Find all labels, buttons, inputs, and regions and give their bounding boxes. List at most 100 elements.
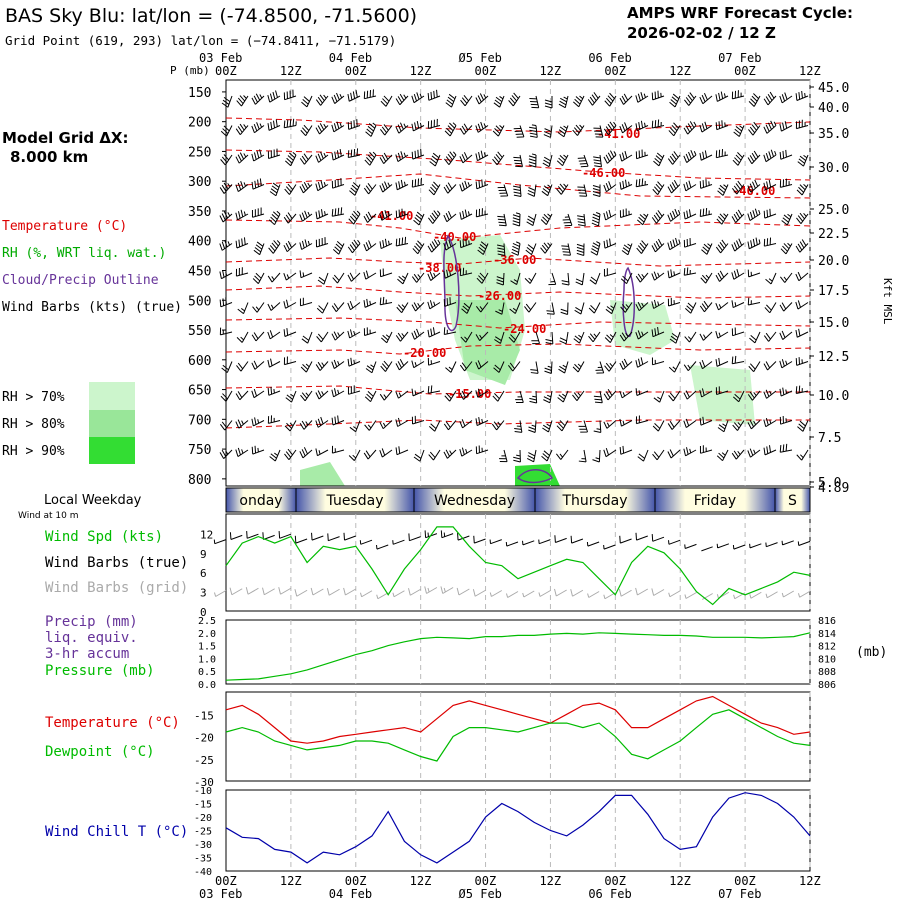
wind-barb (347, 329, 361, 339)
wind-speed-line (225, 526, 811, 606)
bottom-hour-label: 12Z (799, 874, 821, 888)
wind-barb (267, 119, 281, 131)
wind-barb (411, 120, 425, 132)
wind-barb (593, 154, 602, 168)
time-hour-label: 12Z (280, 64, 302, 78)
wind-barb (747, 150, 761, 165)
height-tick-label: 10.0 (818, 389, 849, 404)
wind-barb (476, 272, 489, 284)
wind-barb (427, 210, 441, 224)
wind-barb (619, 93, 633, 105)
wind-barb-true (570, 535, 584, 544)
wind-barb-true (635, 532, 648, 541)
wind-barb (253, 241, 265, 256)
weekday-label: Thursday (561, 493, 627, 509)
pressure-tick-label: 650 (188, 384, 211, 399)
isotherm (225, 173, 811, 199)
wind-barb (545, 331, 554, 345)
temperature-legend: Temperature (°C) (45, 715, 180, 731)
bottom-hour-label: 00Z (604, 874, 626, 888)
wind-barb (731, 238, 745, 252)
time-day-label: 04 Feb (329, 51, 372, 65)
wind-barb (427, 300, 441, 310)
wind-barb (540, 242, 553, 254)
wind-barb (380, 331, 393, 344)
wind-barb (683, 361, 697, 372)
wind-barb (731, 90, 745, 100)
wind-barb (348, 210, 361, 225)
wind-barb-grid (456, 587, 470, 596)
wind-barb (363, 211, 377, 223)
bottom-day-label: 07 Feb (718, 887, 761, 900)
wind-barb (267, 358, 281, 368)
wind-barb (542, 420, 553, 433)
wind-barb (683, 92, 697, 106)
wind-barb (574, 302, 585, 315)
wind-barb (331, 331, 345, 341)
dewpoint-legend: Dewpoint (°C) (45, 744, 155, 760)
wind-barb (555, 449, 569, 460)
wind-barb (715, 239, 729, 254)
wind-barb (593, 420, 602, 433)
wind-barb (524, 302, 537, 313)
wind-barb (651, 299, 665, 309)
wind-barb (603, 420, 617, 429)
wind-barb (587, 92, 601, 106)
wind-barb (269, 449, 281, 462)
wind-barb (251, 331, 265, 342)
wind-barb (635, 357, 649, 368)
wind-barb (683, 418, 697, 428)
wind-barb (269, 182, 281, 197)
wind-barb (364, 151, 377, 166)
wind-barb (511, 241, 521, 256)
wind-barb-true (424, 530, 438, 539)
wind-barb-grid (651, 588, 665, 596)
wind-barb (715, 120, 729, 131)
wind-barb (331, 359, 345, 369)
wind-barb (316, 302, 329, 314)
wind-barb (605, 302, 617, 315)
temperature-label: -20.00 (403, 346, 446, 360)
wind-barb (603, 150, 617, 164)
wind-barb (577, 154, 589, 168)
wind-barb (699, 445, 713, 454)
pressure-tick-label: 350 (188, 205, 211, 220)
wind-barb (524, 272, 537, 284)
wind-barb (731, 180, 745, 195)
wind-barb (236, 331, 249, 343)
wind-barb (603, 209, 617, 221)
wind-barb (779, 149, 793, 160)
wind-barb (493, 361, 505, 373)
wind-barb-true (781, 540, 794, 546)
wind-barb (363, 298, 377, 308)
wind-chill-y-tick: -30 (194, 840, 212, 851)
wind-chill-y-tick: -10 (194, 786, 212, 797)
wind-barb (636, 213, 649, 226)
wind-barb (497, 184, 509, 197)
wind-at-label: Wind at 10 m (18, 511, 78, 521)
wind-barb (267, 386, 281, 396)
wind-barb (715, 149, 729, 159)
wind-barb (779, 178, 793, 188)
grid-point-info: Grid Point (619, 293) lat/lon = (−74.841… (5, 33, 396, 48)
weekday-segment (413, 487, 536, 513)
time-hour-label: 00Z (604, 64, 626, 78)
wind-barb (267, 302, 281, 311)
wind-barb (795, 300, 809, 310)
cloud-outline (516, 469, 554, 484)
wind-barb (413, 449, 425, 462)
wind-barb (427, 239, 441, 253)
wind-barb (560, 302, 569, 315)
wind-barb (668, 361, 681, 373)
height-tick-label: 12.5 (818, 350, 849, 365)
wind-barb (592, 449, 601, 463)
wind-barb (765, 272, 777, 285)
wind-barb (315, 123, 329, 135)
wind-barb (683, 390, 697, 400)
wind-barb (717, 184, 729, 196)
wind-barb (283, 118, 297, 129)
wind-barb (779, 121, 793, 132)
wind-barb-true (294, 535, 308, 544)
wind-barb (380, 360, 393, 372)
wind-barb (347, 239, 361, 254)
